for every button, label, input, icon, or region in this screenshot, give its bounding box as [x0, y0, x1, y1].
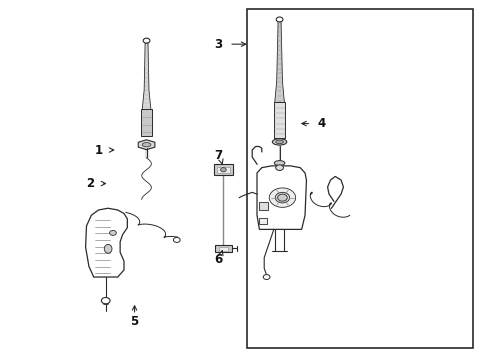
Circle shape [101, 297, 110, 304]
Ellipse shape [276, 140, 283, 144]
Bar [259, 219, 267, 224]
Text: 6: 6 [215, 253, 223, 266]
Polygon shape [257, 166, 306, 229]
Polygon shape [86, 208, 127, 277]
Bar [219, 247, 228, 251]
Text: 5: 5 [130, 315, 139, 328]
Circle shape [220, 168, 226, 172]
Text: 3: 3 [215, 38, 222, 51]
Circle shape [263, 275, 270, 279]
Ellipse shape [104, 244, 112, 253]
Bar [215, 244, 232, 252]
Ellipse shape [269, 188, 295, 207]
Polygon shape [275, 19, 284, 102]
Bar [214, 164, 233, 175]
Text: 1: 1 [95, 144, 102, 157]
Polygon shape [138, 140, 155, 150]
Circle shape [276, 165, 283, 171]
Ellipse shape [274, 161, 285, 166]
Ellipse shape [142, 143, 151, 147]
Bar [259, 202, 268, 210]
Ellipse shape [275, 192, 290, 203]
Circle shape [173, 238, 180, 242]
Polygon shape [274, 102, 285, 138]
Text: 4: 4 [318, 117, 326, 130]
Bar [247, 9, 473, 348]
Bar [217, 167, 230, 173]
Ellipse shape [272, 139, 287, 145]
Text: 2: 2 [86, 177, 95, 190]
Polygon shape [142, 43, 151, 109]
Circle shape [143, 38, 150, 43]
Circle shape [276, 17, 283, 22]
Circle shape [110, 230, 116, 235]
Text: 7: 7 [215, 149, 222, 162]
Circle shape [278, 194, 287, 201]
Polygon shape [141, 109, 152, 136]
